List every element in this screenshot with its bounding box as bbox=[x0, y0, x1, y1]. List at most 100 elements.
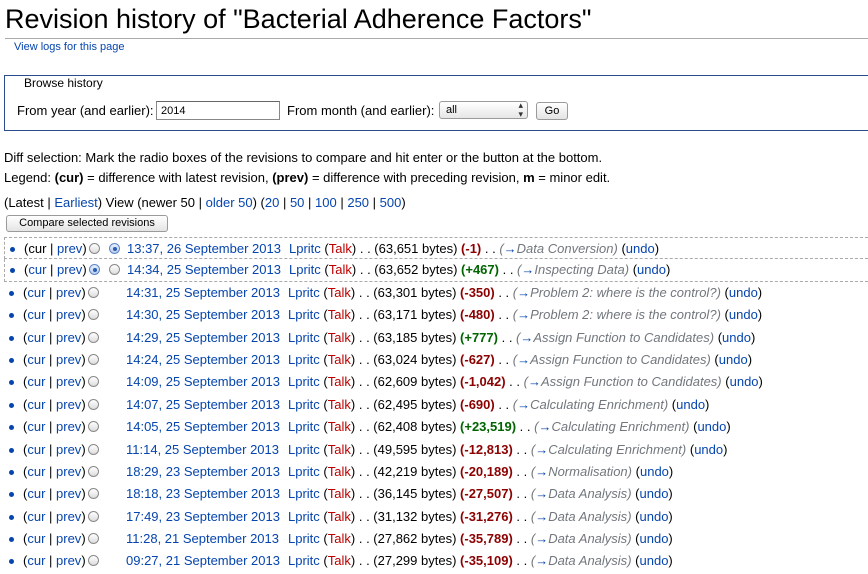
diff-from-radio[interactable] bbox=[88, 443, 99, 455]
talk-link[interactable]: Talk bbox=[327, 374, 351, 390]
user-link[interactable]: Lpritc bbox=[288, 419, 320, 435]
cur-link[interactable]: cur bbox=[27, 419, 46, 435]
talk-link[interactable]: Talk bbox=[327, 553, 351, 569]
talk-link[interactable]: Talk bbox=[327, 307, 351, 323]
user-link[interactable]: Lpritc bbox=[288, 329, 320, 345]
section-arrow-link[interactable]: → bbox=[521, 262, 535, 278]
cur-link[interactable]: cur bbox=[27, 284, 46, 300]
revision-date-link[interactable]: 14:09, 25 September 2013 bbox=[126, 374, 280, 390]
cur-link[interactable]: cur bbox=[27, 374, 46, 390]
talk-link[interactable]: Talk bbox=[327, 419, 351, 435]
undo-link[interactable]: undo bbox=[676, 396, 706, 412]
talk-link[interactable]: Talk bbox=[327, 441, 351, 457]
undo-link[interactable]: undo bbox=[694, 441, 724, 457]
cur-link[interactable]: cur bbox=[27, 329, 46, 345]
section-arrow-link[interactable]: → bbox=[520, 329, 534, 345]
cur-link[interactable]: cur bbox=[27, 307, 46, 323]
section-arrow-link[interactable]: → bbox=[535, 508, 549, 524]
diff-from-radio[interactable] bbox=[88, 510, 99, 522]
go-button[interactable]: Go bbox=[536, 102, 568, 120]
user-link[interactable]: Lpritc bbox=[289, 262, 321, 278]
view-logs-link[interactable]: View logs for this page bbox=[14, 41, 125, 53]
section-arrow-link[interactable]: → bbox=[535, 463, 549, 479]
user-link[interactable]: Lpritc bbox=[288, 374, 320, 390]
user-link[interactable]: Lpritc bbox=[288, 553, 320, 569]
limit-50-link[interactable]: 50 bbox=[289, 195, 305, 210]
undo-link[interactable]: undo bbox=[625, 241, 655, 256]
talk-link[interactable]: Talk bbox=[327, 531, 351, 547]
user-link[interactable]: Lpritc bbox=[288, 486, 320, 502]
section-arrow-link[interactable]: → bbox=[538, 419, 552, 435]
undo-link[interactable]: undo bbox=[697, 419, 727, 435]
cur-link[interactable]: cur bbox=[27, 351, 46, 367]
revision-date-link[interactable]: 11:28, 21 September 2013 bbox=[126, 531, 279, 547]
user-link[interactable]: Lpritc bbox=[288, 531, 320, 547]
undo-link[interactable]: undo bbox=[639, 486, 669, 502]
undo-link[interactable]: undo bbox=[722, 329, 751, 345]
revision-date-link[interactable]: 09:27, 21 September 2013 bbox=[126, 553, 280, 569]
user-link[interactable]: Lpritc bbox=[288, 508, 320, 524]
undo-link[interactable]: undo bbox=[639, 463, 669, 479]
prev-link[interactable]: prev bbox=[56, 374, 82, 390]
compare-revisions-button[interactable]: Compare selected revisions bbox=[6, 215, 168, 232]
diff-from-radio[interactable] bbox=[88, 398, 99, 410]
cur-link[interactable]: cur bbox=[27, 486, 46, 502]
section-arrow-link[interactable]: → bbox=[535, 441, 549, 457]
prev-link[interactable]: prev bbox=[56, 284, 82, 300]
prev-link[interactable]: prev bbox=[56, 307, 82, 323]
diff-from-radio[interactable] bbox=[88, 353, 99, 365]
section-arrow-link[interactable]: → bbox=[535, 553, 549, 569]
cur-link[interactable]: cur bbox=[27, 531, 46, 547]
prev-link[interactable]: prev bbox=[56, 508, 82, 524]
user-link[interactable]: Lpritc bbox=[288, 463, 320, 479]
year-input[interactable] bbox=[156, 101, 280, 120]
revision-date-link[interactable]: 14:34, 25 September 2013 bbox=[127, 262, 281, 278]
undo-link[interactable]: undo bbox=[637, 262, 666, 278]
undo-link[interactable]: undo bbox=[639, 531, 669, 547]
diff-from-radio[interactable] bbox=[88, 286, 99, 298]
section-arrow-link[interactable]: → bbox=[517, 307, 531, 323]
limit-20-link[interactable]: 20 bbox=[264, 195, 280, 210]
prev-link[interactable]: prev bbox=[56, 486, 82, 502]
cur-link[interactable]: cur bbox=[27, 463, 46, 479]
talk-link[interactable]: Talk bbox=[327, 351, 351, 367]
revision-date-link[interactable]: 13:37, 26 September 2013 bbox=[127, 241, 281, 256]
earliest-link[interactable]: Earliest bbox=[54, 195, 98, 210]
diff-from-radio[interactable] bbox=[88, 376, 99, 388]
prev-link[interactable]: prev bbox=[56, 531, 82, 547]
diff-from-radio[interactable] bbox=[88, 465, 99, 477]
user-link[interactable]: Lpritc bbox=[288, 396, 320, 412]
prev-link[interactable]: prev bbox=[57, 241, 83, 256]
revision-date-link[interactable]: 14:07, 25 September 2013 bbox=[126, 396, 280, 412]
section-arrow-link[interactable]: → bbox=[517, 351, 531, 367]
user-link[interactable]: Lpritc bbox=[288, 351, 320, 367]
section-arrow-link[interactable]: → bbox=[527, 374, 541, 390]
talk-link[interactable]: Talk bbox=[327, 284, 351, 300]
user-link[interactable]: Lpritc bbox=[289, 241, 321, 256]
revision-date-link[interactable]: 14:29, 25 September 2013 bbox=[126, 329, 280, 345]
diff-from-radio[interactable] bbox=[88, 331, 99, 343]
cur-link[interactable]: cur bbox=[27, 508, 46, 524]
older-50-link[interactable]: older 50 bbox=[205, 195, 253, 210]
talk-link[interactable]: Talk bbox=[327, 463, 351, 479]
revision-date-link[interactable]: 11:14, 25 September 2013 bbox=[126, 441, 279, 457]
section-arrow-link[interactable]: → bbox=[535, 486, 549, 502]
undo-link[interactable]: undo bbox=[718, 351, 748, 367]
talk-link[interactable]: Talk bbox=[327, 508, 351, 524]
diff-from-radio[interactable] bbox=[88, 555, 99, 567]
cur-link[interactable]: cur bbox=[27, 441, 46, 457]
section-arrow-link[interactable]: → bbox=[535, 531, 549, 547]
diff-from-radio[interactable] bbox=[88, 488, 99, 500]
limit-250-link[interactable]: 250 bbox=[347, 195, 370, 210]
diff-from-radio[interactable] bbox=[88, 309, 99, 321]
talk-link[interactable]: Talk bbox=[327, 396, 351, 412]
diff-from-radio[interactable] bbox=[89, 243, 100, 254]
revision-date-link[interactable]: 14:05, 25 September 2013 bbox=[126, 419, 280, 435]
month-select[interactable]: all ▴ ▾ bbox=[439, 101, 528, 119]
revision-date-link[interactable]: 17:49, 23 September 2013 bbox=[126, 508, 280, 524]
revision-date-link[interactable]: 14:30, 25 September 2013 bbox=[126, 307, 280, 323]
prev-link[interactable]: prev bbox=[56, 396, 82, 412]
diff-from-radio[interactable] bbox=[89, 264, 100, 276]
prev-link[interactable]: prev bbox=[56, 553, 82, 569]
talk-link[interactable]: Talk bbox=[327, 486, 351, 502]
